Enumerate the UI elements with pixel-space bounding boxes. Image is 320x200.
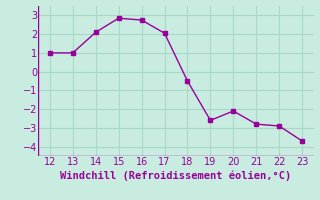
X-axis label: Windchill (Refroidissement éolien,°C): Windchill (Refroidissement éolien,°C) — [60, 170, 292, 181]
